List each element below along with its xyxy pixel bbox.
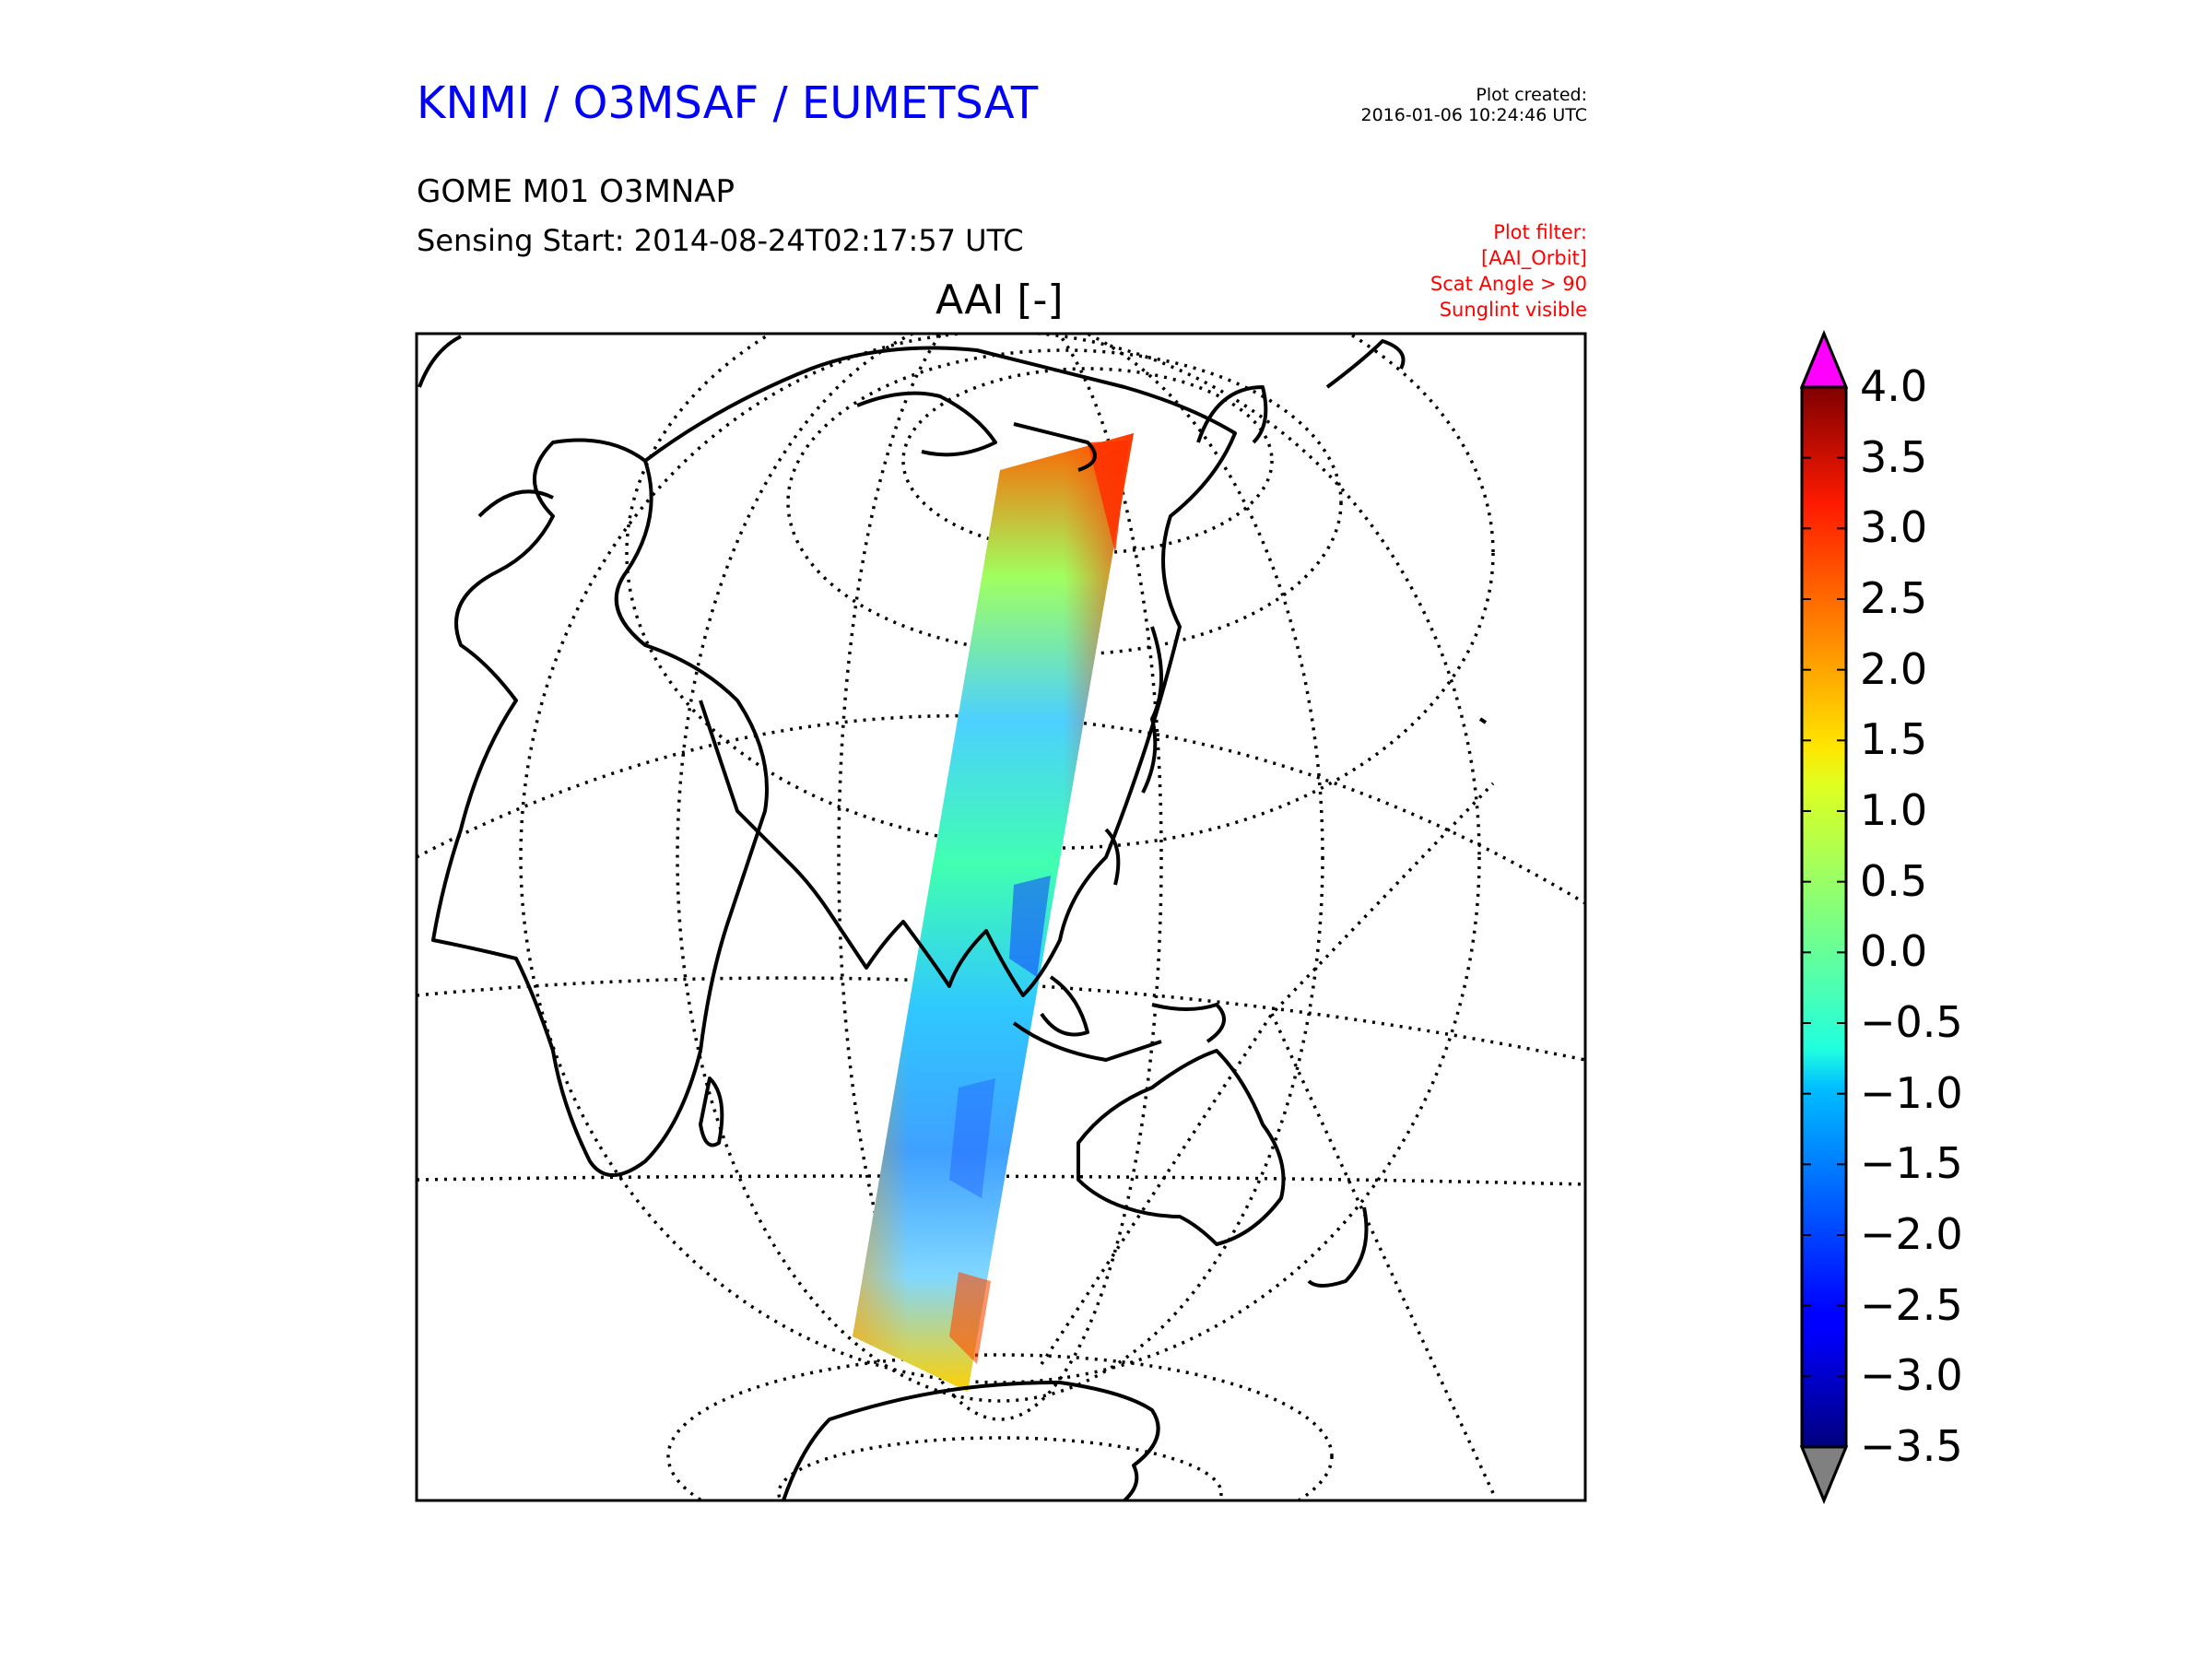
colorbar-tick-label: −1.0 (1860, 1067, 1963, 1118)
coastline-kamchatka-japan (1141, 626, 1163, 794)
coastline-indonesia (1012, 1021, 1162, 1062)
swath-edge-shading (853, 433, 1134, 1392)
colorbar-tick-label: −2.0 (1860, 1209, 1963, 1259)
plot-created-time: 2016-01-06 10:24:46 UTC (1360, 105, 1588, 125)
graticule-line (625, 334, 1495, 850)
colorbar-tick-label: −0.5 (1860, 997, 1963, 1047)
graticule-line (666, 1353, 1334, 1500)
colorbar-gradient (1802, 387, 1846, 1447)
colorbar-tick-label: −3.0 (1860, 1350, 1963, 1401)
swath-high-aai (1088, 441, 1129, 553)
colorbar-tick-label: 1.5 (1860, 714, 1928, 765)
swath-high-aai (949, 1272, 991, 1364)
org-title: KNMI / O3MSAF / EUMETSAT (417, 77, 1039, 129)
map-content (417, 334, 1585, 1500)
colorbar (1799, 330, 1849, 1504)
plot-filter: Plot filter: [AAI_Orbit] Scat Angle > 90… (1430, 219, 1587, 323)
coastlines (418, 335, 1488, 1500)
coastline-indonesia (1040, 975, 1089, 1037)
colorbar-tick-label: −1.5 (1860, 1138, 1963, 1189)
graticule-line (1040, 782, 1495, 1365)
coastline-new-guinea (1151, 1003, 1226, 1043)
map-frame (415, 332, 1587, 1502)
graticule-line (837, 334, 1163, 1421)
colorbar-over-arrow (1799, 330, 1849, 389)
plot-title: AAI [-] (935, 276, 1064, 324)
colorbar-tick-label: 3.5 (1860, 431, 1928, 482)
graticule-line (777, 1436, 1223, 1500)
colorbar-tick-label: 0.0 (1860, 926, 1928, 977)
colorbar-tick-label: 2.0 (1860, 643, 1928, 694)
graticule (417, 334, 1585, 1500)
coastline-new-zealand (1307, 1206, 1369, 1288)
colorbar-tick-label: −3.5 (1860, 1421, 1963, 1471)
plot-filter-line: Scat Angle > 90 (1430, 273, 1587, 295)
colorbar-tick-label: 3.0 (1860, 502, 1928, 553)
graticule-line (519, 334, 1481, 1384)
plot-filter-line: [AAI_Orbit] (1481, 247, 1587, 269)
coastline-arctic-islands (856, 391, 997, 457)
aai-swath (853, 433, 1134, 1392)
product-name: GOME M01 O3MNAP (417, 173, 735, 210)
swath-low-aai (1009, 876, 1051, 977)
colorbar-tick-label: 1.0 (1860, 785, 1928, 835)
coastline-australia (1077, 1049, 1286, 1246)
coastline-east-siberia (1196, 385, 1268, 444)
plot-filter-line: Plot filter: (1493, 221, 1587, 243)
coastline-island (1478, 717, 1488, 724)
coastline-antarctica (782, 1381, 1160, 1500)
coastline (418, 335, 462, 388)
colorbar-tick-label: 0.5 (1860, 855, 1928, 906)
coastline-arctic-islands (1013, 422, 1097, 472)
graticule-line (676, 334, 1324, 1403)
colorbar-tick-label: 2.5 (1860, 573, 1928, 623)
colorbar-under-arrow (1799, 1445, 1849, 1504)
coastline-alaska (1325, 339, 1406, 389)
coastline-asia (643, 346, 1237, 997)
plot-created-label: Plot created: (1476, 85, 1587, 105)
sensing-start: Sensing Start: 2014-08-24T02:17:57 UTC (417, 223, 1024, 258)
coastline-europe-africa (431, 438, 769, 1177)
colorbar-tick-label: 4.0 (1860, 361, 1928, 411)
colorbar-tick-marks (1802, 386, 1846, 1448)
plot-filter-line: Sunglint visible (1439, 299, 1587, 321)
coastline-madagascar (699, 1077, 724, 1147)
swath-low-aai (949, 1078, 995, 1198)
coastline-taiwan (1104, 828, 1121, 886)
colorbar-tick-label: −2.5 (1860, 1279, 1963, 1330)
coastline-uk (477, 489, 554, 518)
